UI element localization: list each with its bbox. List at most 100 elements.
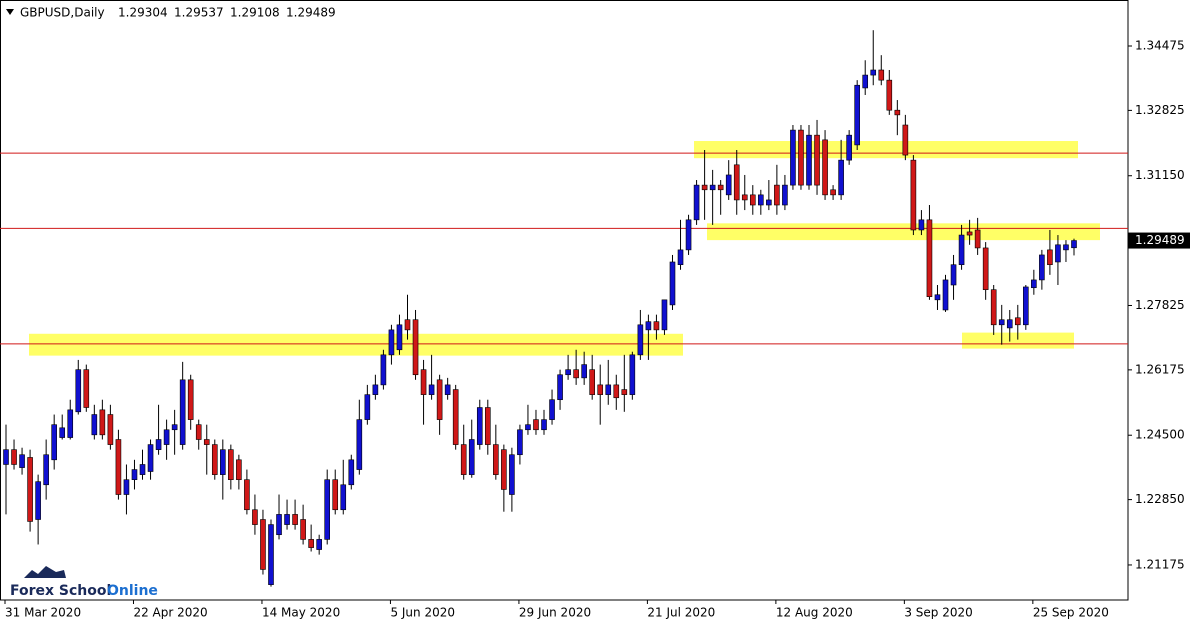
candle-body	[11, 449, 17, 465]
candle-body	[452, 389, 459, 445]
x-tick-label: 21 Jul 2020	[647, 606, 715, 620]
candle-body	[468, 439, 475, 475]
candle-body	[292, 514, 298, 525]
candle-body	[203, 439, 210, 445]
candle-body	[741, 194, 748, 201]
candle-body	[974, 229, 981, 249]
candle-body	[501, 449, 507, 490]
candle-body	[35, 481, 41, 520]
candle-body	[228, 449, 234, 481]
y-tick-label: 1.27825	[1135, 298, 1185, 312]
candle-body	[629, 354, 636, 395]
candle-body	[717, 184, 724, 191]
candle-body	[998, 319, 1005, 326]
candle-body	[1014, 317, 1021, 326]
candle-body	[348, 459, 355, 486]
candle-body	[854, 84, 860, 146]
watermark-text: Online	[107, 583, 158, 599]
candle-body	[758, 194, 764, 206]
candle-body	[244, 479, 250, 511]
candle-body	[533, 419, 539, 431]
candle-body	[830, 189, 836, 196]
candle-body	[902, 124, 909, 156]
candle-body	[91, 414, 98, 436]
candle-body	[557, 374, 563, 401]
candle-body	[332, 479, 339, 511]
candle-body	[709, 184, 716, 191]
candle-body	[476, 407, 483, 445]
candle-body	[605, 384, 612, 395]
candle-body	[870, 69, 877, 76]
candle-body	[276, 514, 282, 536]
candle-body	[99, 409, 106, 436]
candle-body	[1039, 254, 1045, 281]
candle-body	[637, 324, 644, 356]
candle-body	[420, 369, 427, 395]
candle-body	[123, 479, 130, 495]
candle-body	[942, 279, 949, 311]
candle-body	[838, 159, 844, 196]
candle-body	[517, 429, 523, 456]
candle-body	[3, 449, 9, 465]
candle-body	[155, 439, 162, 450]
candle-body	[324, 479, 331, 540]
watermark-text: Forex School	[10, 583, 111, 599]
candle-body	[163, 429, 170, 445]
x-tick-label: 3 Sep 2020	[904, 606, 972, 620]
menu-arrow	[6, 9, 14, 15]
y-tick-label: 1.31150	[1135, 168, 1185, 182]
x-tick-label: 22 Apr 2020	[133, 606, 207, 620]
header-low: 1.29108	[230, 6, 280, 20]
candle-body	[733, 164, 740, 201]
candle-body	[918, 219, 925, 231]
candle-body	[589, 369, 595, 395]
candle-body	[982, 247, 989, 290]
candle-body	[83, 369, 90, 408]
candle-body	[894, 109, 901, 116]
candle-body	[396, 324, 403, 351]
x-tick-label: 29 Jun 2020	[519, 606, 591, 620]
candle-body	[798, 129, 804, 186]
candle-body	[541, 419, 547, 431]
candle-body	[356, 419, 363, 470]
candle-body	[525, 424, 531, 431]
candle-body	[1055, 244, 1061, 263]
candle-body	[51, 424, 57, 461]
symbol-label: GBPUSD,Daily	[20, 6, 105, 20]
candle-body	[653, 321, 660, 331]
y-tick-label: 1.22850	[1135, 492, 1185, 506]
zone	[707, 223, 1100, 241]
candle-body	[131, 469, 138, 481]
candle-body	[966, 231, 973, 236]
x-tick-label: 5 Jun 2020	[390, 606, 455, 620]
candle-body	[701, 184, 708, 191]
candle-body	[404, 319, 411, 331]
candle-body	[782, 184, 788, 206]
candle-body	[115, 439, 122, 495]
candle-body	[621, 389, 628, 395]
candle-body	[67, 409, 74, 438]
candle-body	[252, 509, 258, 525]
candle-body	[139, 464, 146, 475]
candle-body	[934, 294, 941, 301]
y-tick-label: 1.26175	[1135, 362, 1185, 376]
candle-body	[260, 519, 266, 570]
watermark-icon	[24, 566, 66, 578]
candle-body	[725, 174, 732, 196]
candle-body	[316, 539, 322, 550]
candle-body	[340, 484, 347, 511]
candle-body	[412, 319, 419, 376]
candle-body	[187, 379, 194, 420]
candle-body	[220, 449, 226, 475]
candle-body	[926, 219, 933, 298]
candle-body	[308, 539, 314, 548]
candle-body	[1047, 249, 1053, 266]
header-close: 1.29489	[286, 6, 336, 20]
candle-body	[364, 394, 371, 420]
candle-body	[388, 329, 395, 356]
candle-body	[509, 454, 515, 495]
candle-body	[372, 384, 379, 395]
candle-body	[790, 129, 796, 186]
plot-frame	[0, 0, 1129, 601]
